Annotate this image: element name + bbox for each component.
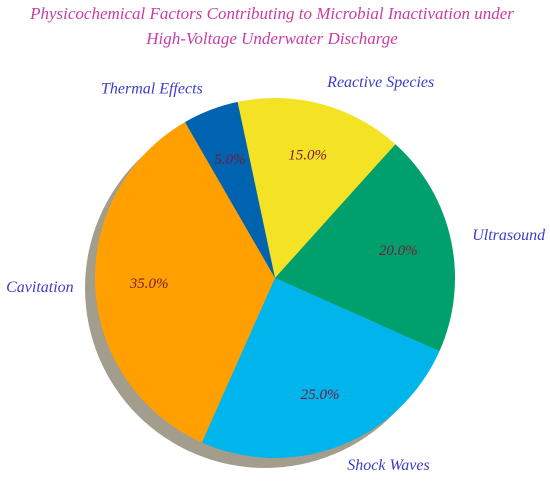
slice-label: Ultrasound — [472, 227, 546, 244]
percent-label: 20.0% — [379, 243, 418, 259]
percent-label: 35.0% — [129, 276, 169, 292]
pie-slice — [95, 122, 275, 443]
chart-title: Physicochemical Factors Contributing to … — [29, 4, 514, 23]
slice-label: Thermal Effects — [101, 80, 203, 97]
pie-slice — [237, 98, 396, 279]
percent-label: 25.0% — [301, 387, 340, 403]
percent-label: 15.0% — [288, 148, 327, 164]
slice-label: Cavitation — [6, 279, 74, 296]
slice-label: Shock Waves — [347, 457, 430, 474]
pie-slice — [201, 278, 440, 458]
pie-slice — [185, 101, 275, 278]
percent-label: 5.0% — [214, 152, 245, 168]
chart-title: High-Voltage Underwater Discharge — [145, 29, 398, 48]
pie-slice — [275, 144, 455, 352]
slice-label: Reactive Species — [326, 74, 434, 91]
